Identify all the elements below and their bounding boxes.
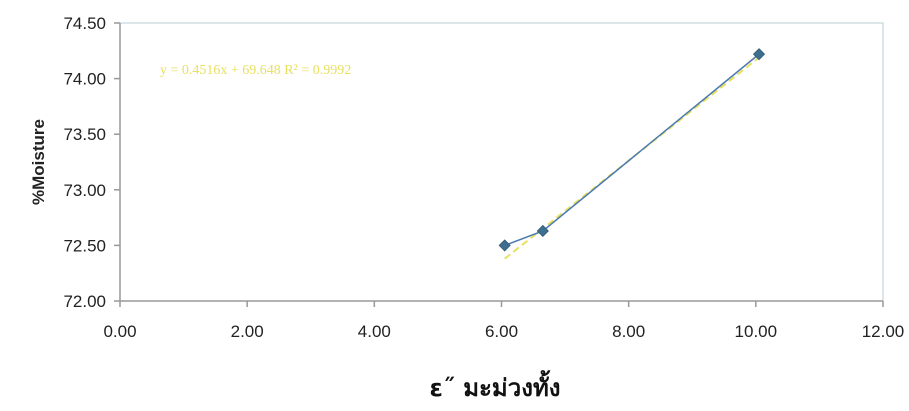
x-tick-label: 2.00 (231, 322, 264, 341)
x-tick-label: 8.00 (612, 322, 645, 341)
y-tick-label: 72.00 (63, 292, 106, 311)
series (498, 48, 766, 252)
x-tick-label: 10.00 (735, 322, 778, 341)
x-axis-ticks: 0.00 2.00 4.00 6.00 8.00 10.00 12.00 (103, 301, 904, 341)
y-tick-label: 73.50 (63, 125, 106, 144)
trendline-equation: y = 0.4516x + 69.648 R² = 0.9992 (160, 63, 351, 78)
x-tick-label: 6.00 (485, 322, 518, 341)
plot-area (119, 22, 884, 302)
x-tick-label: 0.00 (103, 322, 136, 341)
trendline (504, 56, 760, 260)
data-point (536, 224, 549, 238)
y-tick-label: 73.00 (63, 181, 106, 200)
y-tick-label: 74.00 (63, 70, 106, 89)
x-axis-label: ε˝ มะม่วงทั้ง (430, 369, 561, 402)
x-tick-label: 4.00 (358, 322, 391, 341)
x-tick-label: 12.00 (862, 322, 905, 341)
y-axis-ticks: 72.00 72.50 73.00 73.50 74.00 74.50 (63, 14, 120, 311)
data-point (498, 239, 511, 252)
y-axis-label: %Moisture (29, 119, 48, 205)
trendline-line (504, 56, 760, 260)
y-tick-label: 74.50 (63, 14, 106, 33)
data-point (752, 48, 766, 61)
y-tick-label: 72.50 (63, 236, 106, 255)
